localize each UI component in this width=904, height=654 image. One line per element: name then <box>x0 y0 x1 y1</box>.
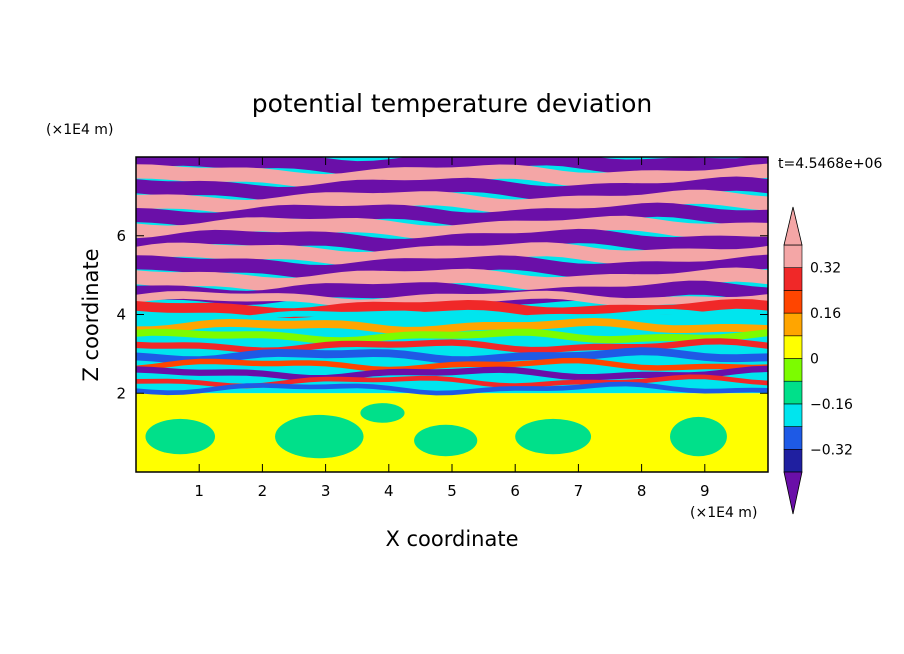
colorbar-tick-label: −0.16 <box>810 397 853 413</box>
x-tick-label: 2 <box>258 482 268 500</box>
x-tick-label: 4 <box>384 482 394 500</box>
x-tick-label: 7 <box>574 482 584 500</box>
colorbar-swatch <box>783 312 803 337</box>
mixing-band <box>136 357 768 373</box>
x-tick-label: 9 <box>700 482 710 500</box>
mixing-band <box>136 347 768 365</box>
chart-title: potential temperature deviation <box>252 89 652 118</box>
axis-ticks <box>136 157 768 472</box>
x-tick-label: 5 <box>447 482 457 500</box>
colorbar-swatch <box>783 380 803 405</box>
y-tick-label: 4 <box>116 306 126 324</box>
y-tick-label: 2 <box>116 384 126 402</box>
x-axis-label: X coordinate <box>385 527 518 551</box>
y-tick-labels: 2 4 6 <box>116 227 126 403</box>
time-label: t=4.5468e+06 <box>778 156 882 172</box>
colorbar-swatch <box>783 426 803 450</box>
mixing-band <box>136 318 768 335</box>
x-tick-label: 8 <box>637 482 647 500</box>
y-unit-label: (×1E4 m) <box>46 122 113 138</box>
layer-band <box>136 242 768 267</box>
x-tick-label: 6 <box>510 482 520 500</box>
colorbar-extend-max <box>783 206 803 246</box>
x-tick-labels: 1 2 3 4 5 6 7 8 9 <box>194 482 709 500</box>
lower-eddy <box>414 424 478 457</box>
colorbar-swatch <box>783 448 803 473</box>
x-unit-label: (×1E4 m) <box>690 505 757 521</box>
colorbar-swatch <box>783 267 803 291</box>
colorbar-tick-label: 0.16 <box>810 306 841 322</box>
colorbar-swatch <box>783 403 803 427</box>
mixing-band <box>136 365 768 382</box>
lower-eddy <box>515 418 592 455</box>
colorbar-extend-min <box>783 471 803 515</box>
colorbar-swatch <box>783 290 803 314</box>
lower-eddy <box>670 416 727 457</box>
mixing-band <box>136 309 768 324</box>
colorbar-tick-label: 0 <box>810 352 819 368</box>
lower-eddy <box>275 414 364 459</box>
colorbar-tick-label: 0.32 <box>810 261 841 277</box>
layer-band <box>136 157 768 176</box>
lower-eddy <box>145 418 215 455</box>
x-tick-label: 3 <box>321 482 331 500</box>
lower-eddy <box>360 403 405 423</box>
mixing-band <box>136 328 768 345</box>
y-axis-label: Z coordinate <box>79 248 103 381</box>
layer-band <box>136 215 768 241</box>
x-tick-label: 1 <box>194 482 204 500</box>
layer-band <box>136 163 768 189</box>
colorbar: −0.32 −0.16 0 0.16 0.32 <box>783 206 853 515</box>
contour-field <box>136 157 768 472</box>
mixing-band <box>136 374 768 389</box>
colorbar-tick-label: −0.32 <box>810 442 853 458</box>
layer-band <box>136 176 768 202</box>
y-tick-label: 6 <box>116 227 126 245</box>
layer-band <box>136 228 768 254</box>
layer-band <box>136 254 768 280</box>
colorbar-swatch <box>783 335 803 359</box>
colorbar-swatch <box>783 358 803 382</box>
colorbar-swatch <box>783 244 803 269</box>
mixing-band <box>136 290 768 308</box>
mixing-band <box>136 381 768 396</box>
